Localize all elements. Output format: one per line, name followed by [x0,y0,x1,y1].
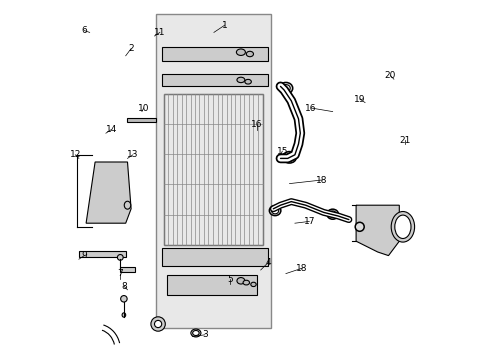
Ellipse shape [243,280,249,285]
Ellipse shape [121,296,127,302]
Bar [120,267,134,272]
Text: 13: 13 [127,150,139,159]
Polygon shape [86,162,131,223]
Ellipse shape [269,206,280,216]
Ellipse shape [190,329,201,337]
Ellipse shape [282,152,296,163]
Text: 9: 9 [81,251,87,260]
Text: 21: 21 [398,136,409,145]
Text: 18: 18 [296,264,307,273]
Bar [162,74,267,86]
Ellipse shape [354,222,364,231]
Bar [162,248,267,266]
Ellipse shape [250,282,256,287]
Ellipse shape [281,85,289,92]
Ellipse shape [117,255,123,260]
Ellipse shape [154,320,162,328]
Text: 20: 20 [384,71,395,80]
Bar [162,47,267,61]
Ellipse shape [151,317,165,331]
Text: 1: 1 [222,21,227,30]
Ellipse shape [394,215,410,239]
Ellipse shape [390,211,414,242]
Text: 16: 16 [251,120,263,129]
Ellipse shape [236,49,245,55]
Text: 2: 2 [128,44,134,53]
Ellipse shape [124,201,130,209]
Text: 8: 8 [121,282,126,291]
Bar [127,118,156,122]
Ellipse shape [285,154,293,161]
Text: 19: 19 [353,95,365,104]
Text: 7: 7 [117,269,123,278]
Bar [163,94,262,245]
Text: 6: 6 [81,26,87,35]
Polygon shape [355,205,399,256]
Ellipse shape [237,77,244,83]
Ellipse shape [192,330,199,336]
Text: 4: 4 [264,258,270,267]
Text: 18: 18 [316,176,327,185]
Text: 10: 10 [138,104,149,113]
Ellipse shape [279,82,292,94]
Bar [79,251,125,257]
Bar [156,14,271,328]
Text: 11: 11 [154,28,165,37]
Ellipse shape [246,51,253,57]
Text: 17: 17 [303,217,314,226]
Text: 14: 14 [105,125,117,134]
Text: 3: 3 [202,330,207,339]
Text: 16: 16 [305,104,316,113]
Ellipse shape [271,207,278,214]
Ellipse shape [244,80,251,84]
Text: 15: 15 [276,147,287,156]
Ellipse shape [122,313,125,317]
Text: 12: 12 [69,150,81,159]
Ellipse shape [328,211,336,217]
Ellipse shape [326,209,338,219]
Text: 5: 5 [227,275,232,284]
Bar [167,275,257,295]
Ellipse shape [237,278,244,284]
